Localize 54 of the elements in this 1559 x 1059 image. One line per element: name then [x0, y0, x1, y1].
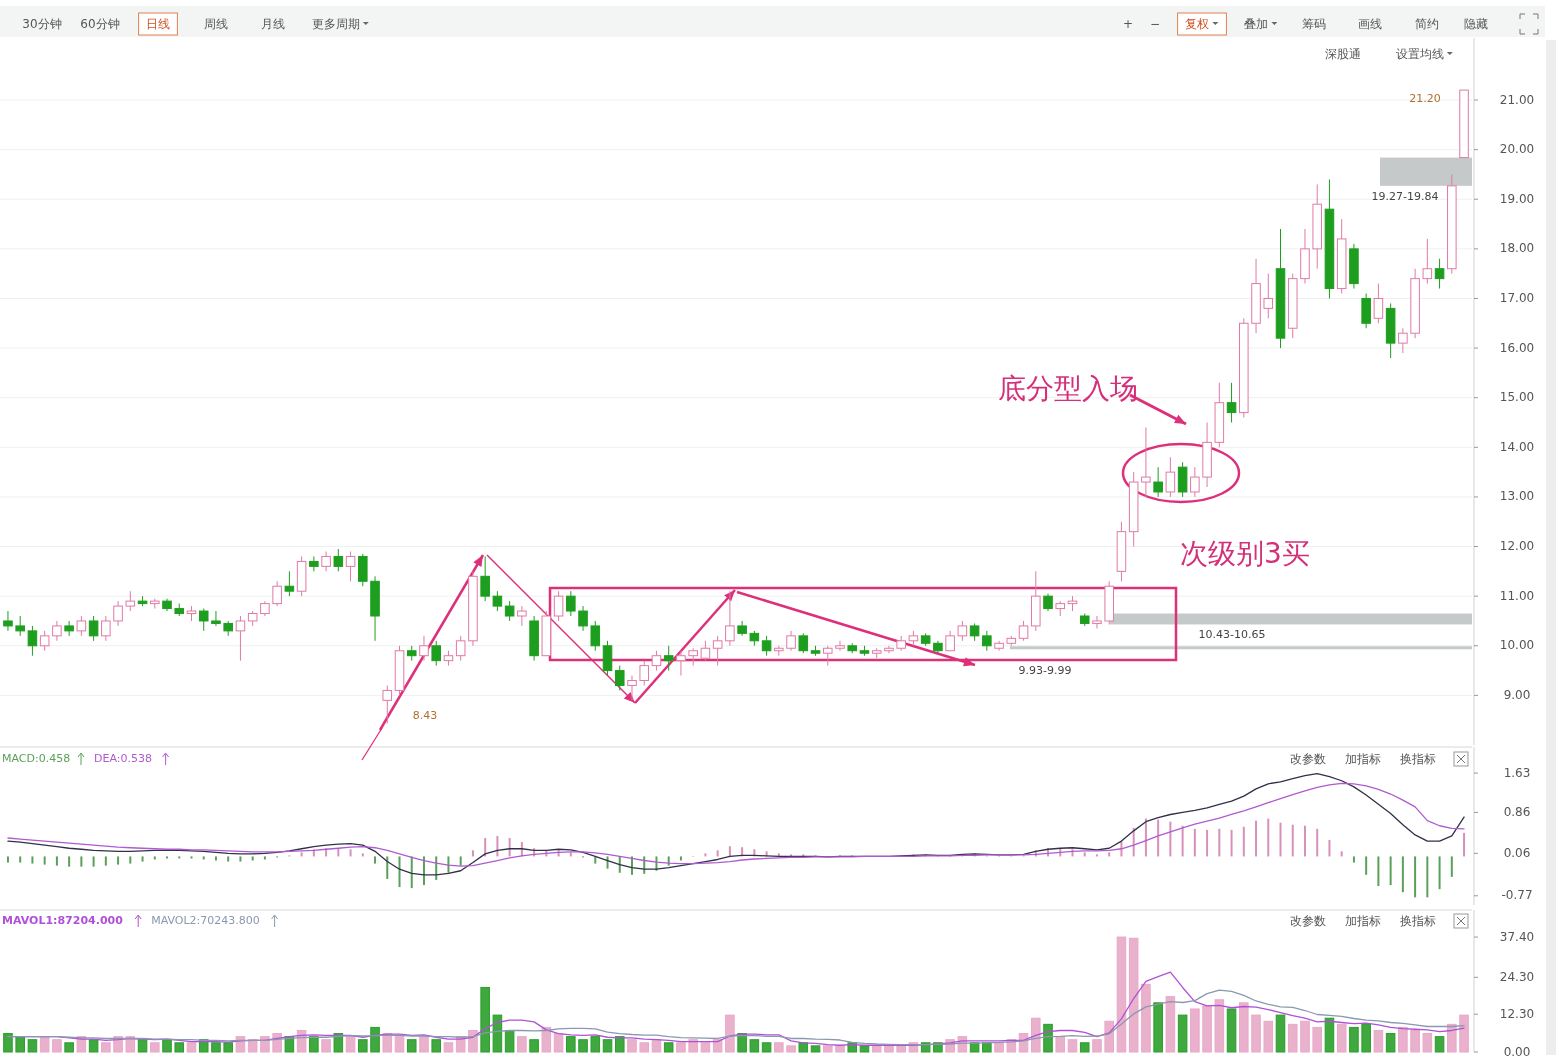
text: 30分钟 — [22, 16, 62, 31]
band-label: 9.93-9.99 — [1018, 664, 1072, 678]
y-tick-label: 11.00 — [1499, 588, 1535, 603]
text: 60分钟 — [80, 16, 120, 31]
y-tick-label: 12.00 — [1499, 539, 1535, 554]
y-tick-label: 19.00 — [1499, 191, 1535, 206]
y-tick-label: 15.00 — [1499, 390, 1535, 405]
text: 筹码 — [1302, 16, 1326, 31]
text: 更多周期 — [312, 16, 360, 31]
legend-label: DEA:0.538 — [94, 752, 152, 765]
y-tick-label: 0.00 — [1503, 1044, 1531, 1059]
y-tick-label: 21.00 — [1499, 92, 1535, 107]
text: + — [1122, 16, 1134, 31]
legend-label: MAVOL1:87204.000 — [2, 914, 124, 927]
annotation: 底分型入场 — [998, 372, 1138, 405]
annotation: 加指标 — [1345, 751, 1381, 766]
text: 叠加 — [1244, 16, 1268, 31]
y-tick-label: 13.00 — [1499, 489, 1535, 504]
band-label: 10.43-10.65 — [1198, 628, 1266, 642]
band-label: 19.27-19.84 — [1371, 189, 1439, 203]
annotation: 改参数 — [1290, 913, 1326, 928]
legend-label: MACD:0.458 — [2, 752, 71, 765]
annotation: 深股通 — [1325, 46, 1361, 61]
text: 隐藏 — [1464, 16, 1488, 31]
annotation: 次级别3买 — [1180, 537, 1310, 570]
annotation: 加指标 — [1345, 913, 1381, 928]
y-tick-label: 20.00 — [1499, 142, 1535, 157]
y-tick-label: 37.40 — [1499, 929, 1535, 944]
text: − — [1149, 16, 1161, 31]
y-tick-label: -0.77 — [1501, 888, 1533, 903]
annotation: 改参数 — [1290, 751, 1326, 766]
annotation: 8.43 — [412, 709, 438, 722]
y-tick-label: 0.86 — [1503, 804, 1531, 819]
y-tick-label: 9.00 — [1503, 687, 1531, 702]
annotation: 21.20 — [1409, 92, 1441, 105]
text: 复权 — [1185, 16, 1209, 31]
text: 月线 — [261, 16, 285, 31]
legend-label: MAVOL2:70243.800 — [151, 914, 260, 927]
y-tick-label: 24.30 — [1499, 969, 1535, 984]
annotation: 换指标 — [1400, 913, 1436, 928]
y-tick-label: 12.30 — [1499, 1006, 1535, 1021]
annotation: 设置均线 — [1396, 46, 1444, 61]
annotation: 换指标 — [1400, 751, 1436, 766]
y-tick-label: 1.63 — [1503, 765, 1531, 780]
y-tick-label: 17.00 — [1499, 290, 1535, 305]
y-tick-label: 14.00 — [1499, 439, 1535, 454]
y-tick-label: 16.00 — [1499, 340, 1535, 355]
text: 画线 — [1358, 16, 1382, 31]
text: 简约 — [1415, 16, 1439, 31]
y-tick-label: 10.00 — [1499, 638, 1535, 653]
text: 日线 — [146, 16, 170, 31]
text: 周线 — [204, 16, 228, 31]
y-tick-label: 18.00 — [1499, 241, 1535, 256]
y-tick-label: 0.06 — [1503, 845, 1531, 860]
